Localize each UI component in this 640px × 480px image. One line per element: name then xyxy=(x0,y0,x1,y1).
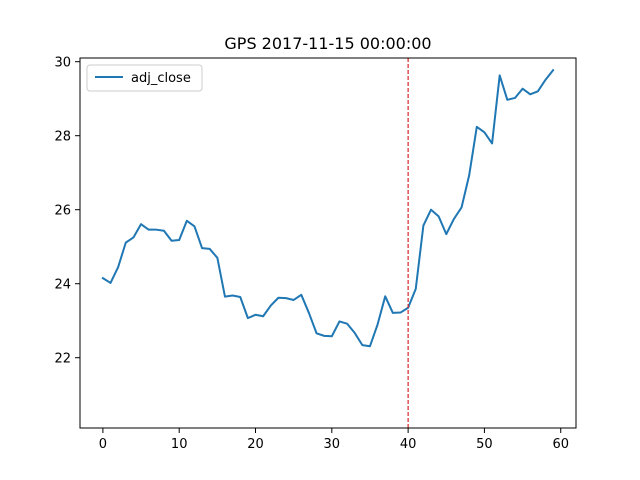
x-tick-label: 20 xyxy=(247,437,264,452)
x-tick-label: 10 xyxy=(171,437,188,452)
legend: adj_close xyxy=(86,64,203,92)
series-line-adj_close xyxy=(101,68,555,348)
x-tick-label: 30 xyxy=(324,437,341,452)
x-tick-label: 60 xyxy=(552,437,569,452)
x-tick-label: 50 xyxy=(476,437,493,452)
chart-title: GPS 2017-11-15 00:00:00 xyxy=(224,34,431,53)
legend-entry: adj_close xyxy=(131,71,191,86)
y-tick-label: 26 xyxy=(54,204,71,219)
plot-frame xyxy=(79,57,577,429)
y-tick-label: 30 xyxy=(54,56,71,71)
legend-box xyxy=(86,64,203,92)
x-tick-label: 40 xyxy=(400,437,417,452)
y-tick-label: 24 xyxy=(54,278,71,293)
y-tick-label: 28 xyxy=(54,130,71,145)
y-tick-label: 22 xyxy=(54,352,71,367)
x-tick-label: 0 xyxy=(99,437,107,452)
